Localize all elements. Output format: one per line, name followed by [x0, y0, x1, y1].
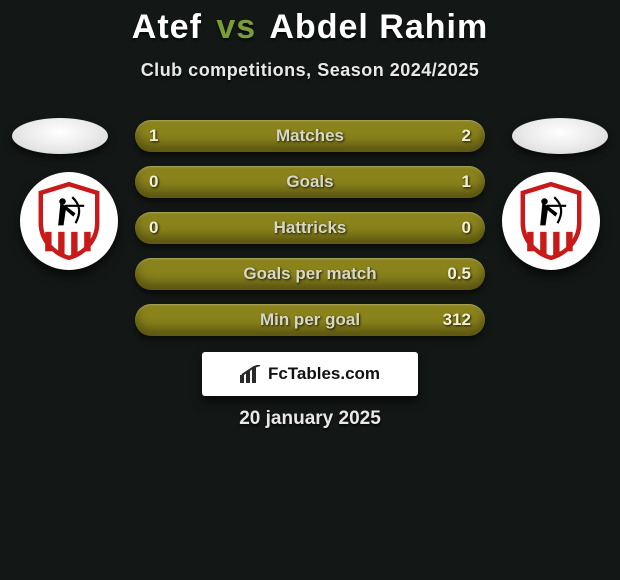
- stat-row-min-per-goal: Min per goal 312: [135, 304, 485, 336]
- bar-chart-icon: [240, 365, 262, 383]
- stat-bars: 1 Matches 2 0 Goals 1 0 Hattricks 0 Goal…: [135, 120, 485, 350]
- player2-photo: [512, 118, 608, 154]
- comparison-card: Atef vs Abdel Rahim Club competitions, S…: [0, 0, 620, 580]
- stat-value-right: 1: [462, 166, 471, 198]
- player2-club-badge: [502, 172, 600, 270]
- player1-photo: [12, 118, 108, 154]
- vs-text: vs: [216, 8, 256, 46]
- stat-value-right: 2: [462, 120, 471, 152]
- player2-name: Abdel Rahim: [269, 8, 488, 46]
- shield-icon: [518, 182, 584, 260]
- stat-label: Goals: [135, 166, 485, 198]
- stat-row-matches: 1 Matches 2: [135, 120, 485, 152]
- stat-row-hattricks: 0 Hattricks 0: [135, 212, 485, 244]
- subtitle: Club competitions, Season 2024/2025: [0, 60, 620, 81]
- stat-label: Goals per match: [135, 258, 485, 290]
- footer-date: 20 january 2025: [0, 408, 620, 430]
- brand-box: FcTables.com: [202, 352, 418, 396]
- player1-club-badge: [20, 172, 118, 270]
- stat-value-right: 0.5: [447, 258, 471, 290]
- stat-value-right: 312: [443, 304, 471, 336]
- brand-text: FcTables.com: [268, 364, 380, 384]
- shield-icon: [36, 182, 102, 260]
- stat-row-goals-per-match: Goals per match 0.5: [135, 258, 485, 290]
- stat-row-goals: 0 Goals 1: [135, 166, 485, 198]
- stat-label: Hattricks: [135, 212, 485, 244]
- player1-name: Atef: [132, 8, 202, 46]
- stat-value-right: 0: [462, 212, 471, 244]
- stat-label: Min per goal: [135, 304, 485, 336]
- stat-label: Matches: [135, 120, 485, 152]
- page-title: Atef vs Abdel Rahim: [0, 8, 620, 47]
